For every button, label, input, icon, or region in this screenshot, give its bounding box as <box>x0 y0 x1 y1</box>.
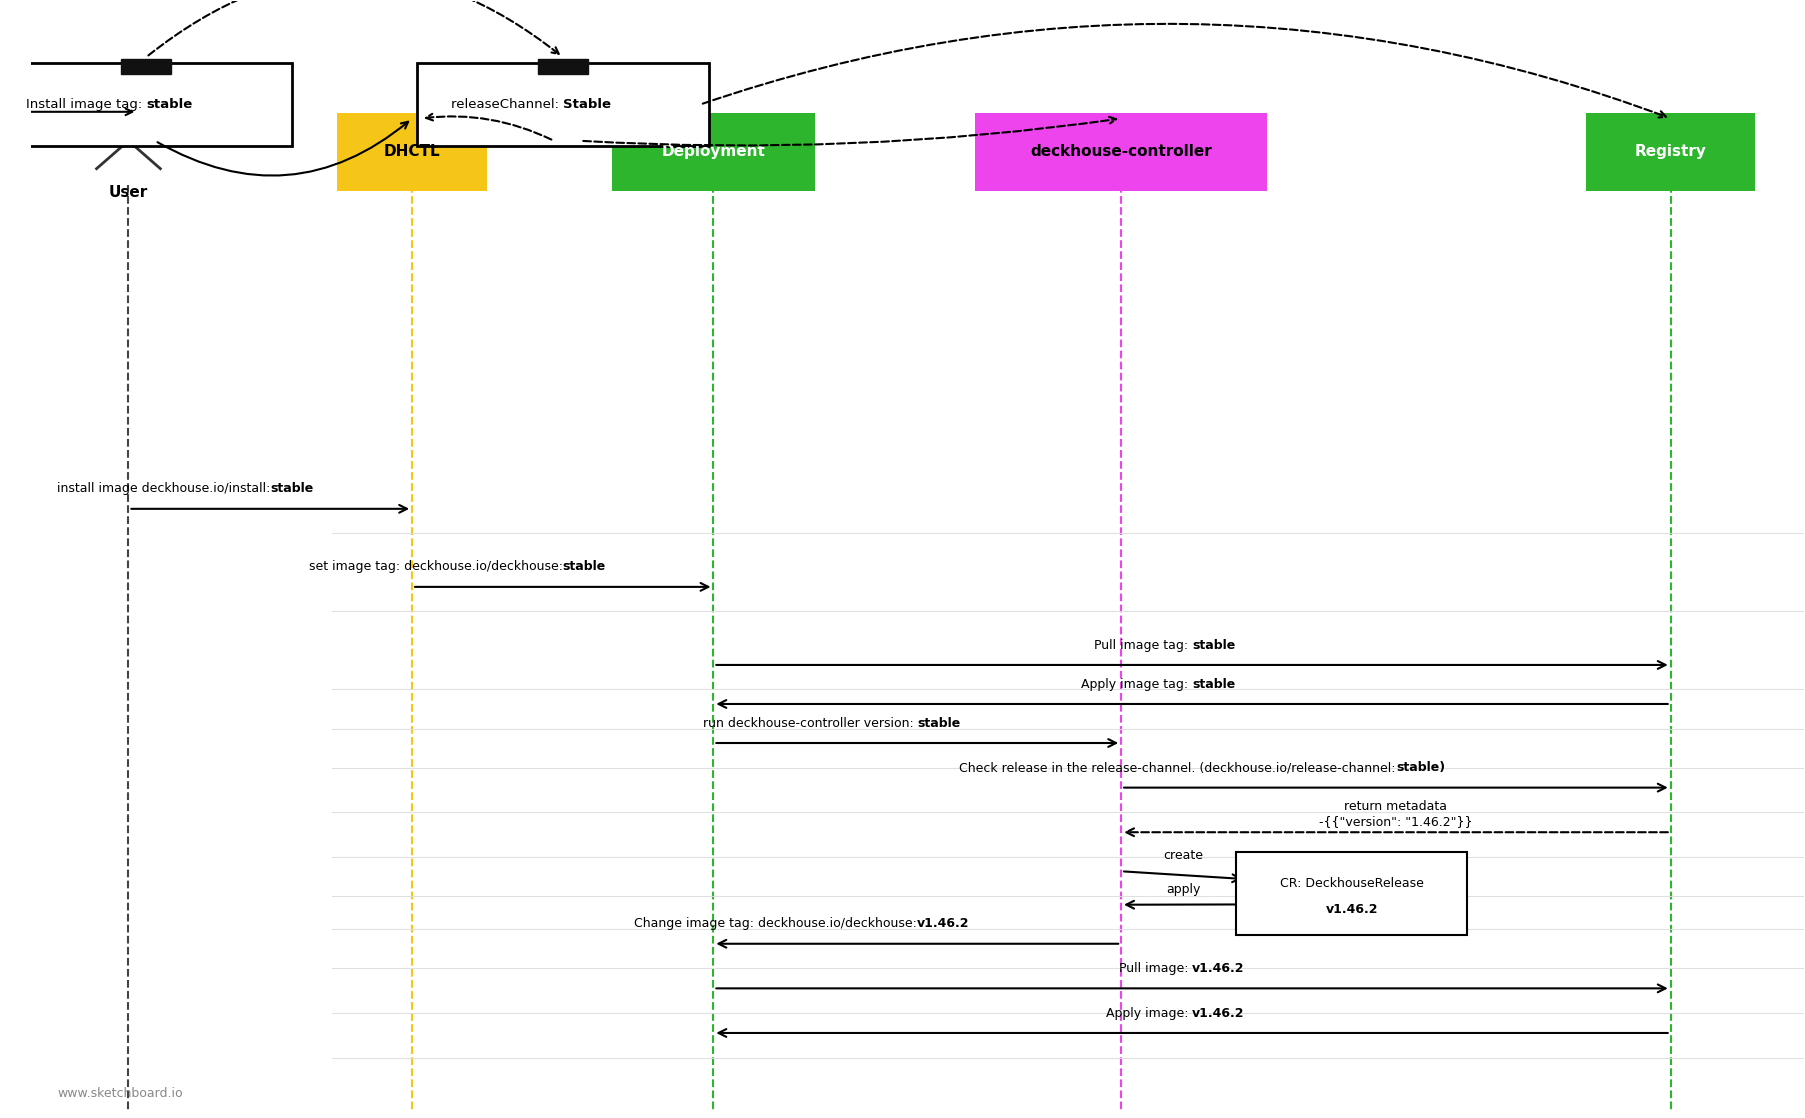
FancyArrowPatch shape <box>1125 784 1666 792</box>
Text: apply: apply <box>1166 883 1200 896</box>
FancyArrowPatch shape <box>583 116 1115 145</box>
FancyBboxPatch shape <box>417 63 709 146</box>
Text: Pull image:: Pull image: <box>1119 961 1191 975</box>
Text: Pull image tag:: Pull image tag: <box>1094 638 1191 652</box>
Text: stable: stable <box>917 717 960 730</box>
Text: install image deckhouse.io/install:: install image deckhouse.io/install: <box>58 483 271 495</box>
Text: run deckhouse-controller version:: run deckhouse-controller version: <box>702 717 917 730</box>
FancyBboxPatch shape <box>1236 852 1467 936</box>
Text: DHCTL: DHCTL <box>384 144 440 160</box>
FancyArrowPatch shape <box>1126 901 1242 909</box>
Text: stable): stable) <box>1395 761 1446 775</box>
FancyBboxPatch shape <box>975 113 1267 191</box>
Text: set image tag: deckhouse.io/deckhouse:: set image tag: deckhouse.io/deckhouse: <box>309 560 563 574</box>
Text: CR: DeckhouseRelease: CR: DeckhouseRelease <box>1280 877 1424 890</box>
Text: create: create <box>1162 850 1204 862</box>
Text: -{{"version": "1.46.2"}}: -{{"version": "1.46.2"}} <box>1319 815 1473 827</box>
FancyArrowPatch shape <box>426 114 551 140</box>
Text: stable: stable <box>1191 638 1235 652</box>
FancyArrowPatch shape <box>718 700 1668 708</box>
Text: releaseChannel:: releaseChannel: <box>451 98 563 111</box>
Text: Check release in the release-channel. (deckhouse.io/release-channel:: Check release in the release-channel. (d… <box>960 761 1395 775</box>
Text: deckhouse-controller: deckhouse-controller <box>1031 144 1211 160</box>
Text: Change image tag: deckhouse.io/deckhouse:: Change image tag: deckhouse.io/deckhouse… <box>634 918 917 930</box>
FancyArrowPatch shape <box>717 661 1666 669</box>
FancyBboxPatch shape <box>0 63 292 146</box>
FancyArrowPatch shape <box>717 985 1666 993</box>
Text: Apply image tag:: Apply image tag: <box>1081 678 1191 691</box>
Text: Stable: Stable <box>563 98 610 111</box>
Text: stable: stable <box>563 560 606 574</box>
FancyArrowPatch shape <box>1125 871 1240 882</box>
Bar <box>121 59 171 74</box>
FancyArrowPatch shape <box>718 1029 1668 1036</box>
Text: v1.46.2: v1.46.2 <box>1191 1006 1244 1020</box>
Text: v1.46.2: v1.46.2 <box>1191 961 1244 975</box>
Text: v1.46.2: v1.46.2 <box>1325 903 1377 916</box>
FancyBboxPatch shape <box>612 113 816 191</box>
FancyArrowPatch shape <box>157 122 408 176</box>
FancyArrowPatch shape <box>132 505 406 513</box>
Text: User: User <box>108 186 148 200</box>
Text: return metadata: return metadata <box>1345 800 1448 813</box>
Text: Deployment: Deployment <box>661 144 765 160</box>
FancyArrowPatch shape <box>1126 828 1668 836</box>
FancyBboxPatch shape <box>1587 113 1754 191</box>
Bar <box>538 59 588 74</box>
Text: Install image tag:: Install image tag: <box>25 98 146 111</box>
Text: Apply image:: Apply image: <box>1105 1006 1191 1020</box>
Text: stable: stable <box>146 98 193 111</box>
Text: Registry: Registry <box>1635 144 1706 160</box>
Text: v1.46.2: v1.46.2 <box>917 918 969 930</box>
FancyArrowPatch shape <box>415 582 708 590</box>
FancyArrowPatch shape <box>11 108 132 115</box>
Text: stable: stable <box>271 483 314 495</box>
FancyArrowPatch shape <box>148 0 560 56</box>
FancyBboxPatch shape <box>338 113 487 191</box>
FancyArrowPatch shape <box>718 940 1119 948</box>
FancyArrowPatch shape <box>717 739 1115 747</box>
Text: www.sketchboard.io: www.sketchboard.io <box>58 1087 182 1100</box>
FancyArrowPatch shape <box>702 23 1666 117</box>
Text: stable: stable <box>1191 678 1235 691</box>
